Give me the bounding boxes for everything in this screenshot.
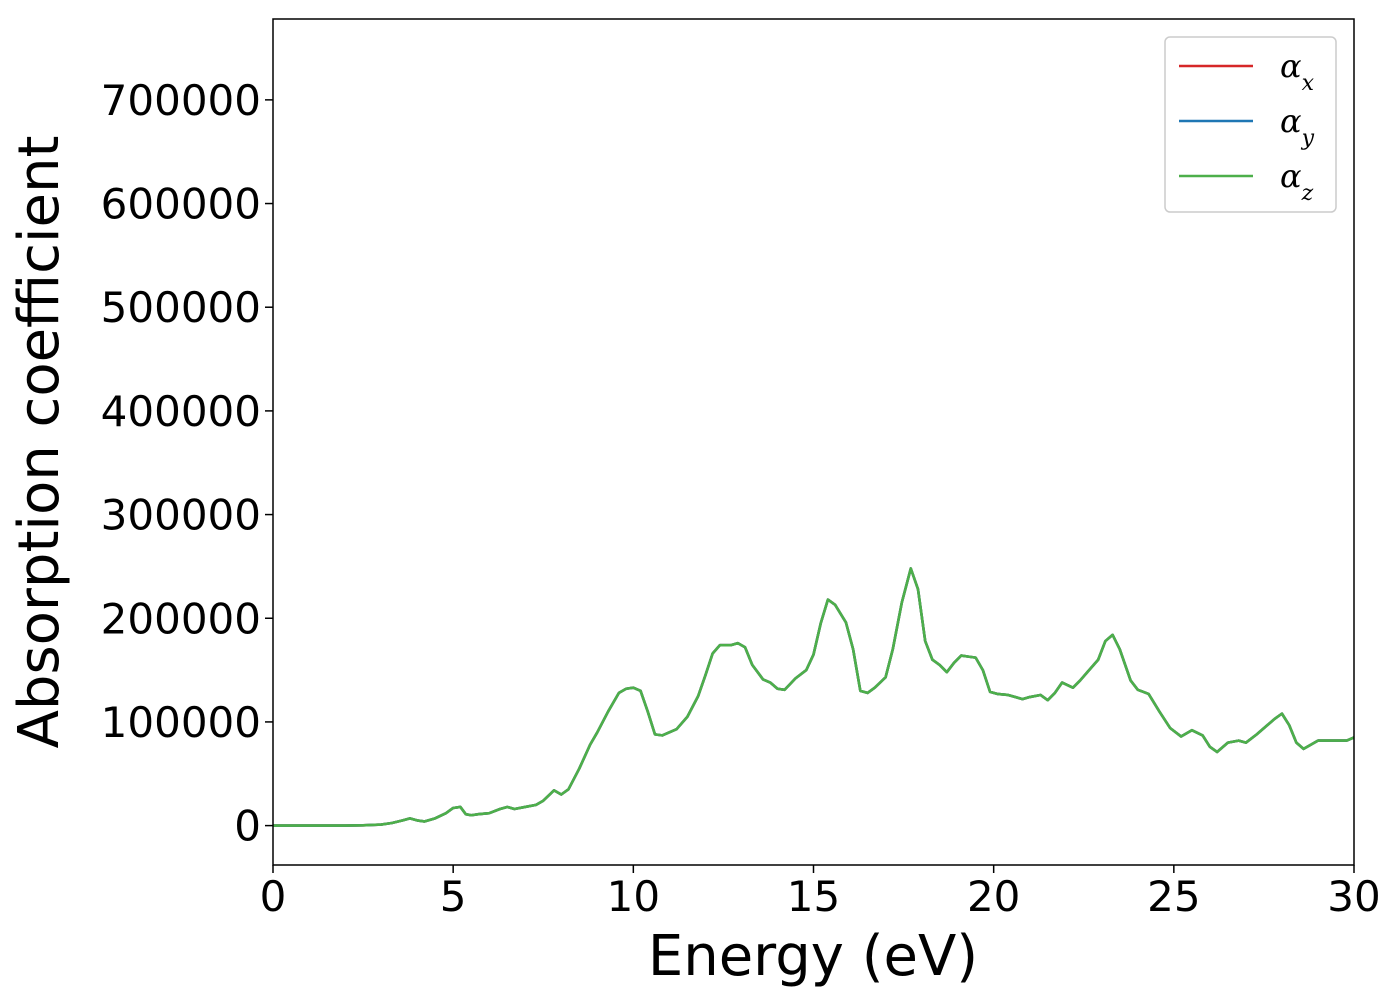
x-tick-label: 20 [967, 872, 1020, 921]
y-axis-label: Absorption coefficient [7, 136, 72, 749]
x-tick-label: 25 [1147, 872, 1200, 921]
y-tick-label: 700000 [101, 76, 261, 125]
x-tick-label: 30 [1327, 872, 1380, 921]
x-tick-label: 0 [260, 872, 287, 921]
legend-label-alpha-z: αz [1280, 157, 1314, 206]
x-tick-label: 10 [607, 872, 660, 921]
y-tick-label: 200000 [101, 594, 261, 643]
legend-label-alpha-y: αy [1280, 102, 1315, 151]
legend-box [1164, 36, 1337, 213]
x-tick-label: 5 [440, 872, 467, 921]
x-tick-label: 15 [787, 872, 840, 921]
y-tick-label: 100000 [101, 698, 261, 747]
y-tick-label: 300000 [101, 491, 261, 540]
series-line-alpha-z [273, 567, 1354, 827]
legend: αx αy αz [1164, 36, 1337, 213]
y-tick-label: 0 [234, 802, 261, 851]
legend-label-alpha-x: αx [1280, 47, 1315, 96]
y-tick-label: 400000 [101, 387, 261, 436]
x-axis-ticks: 0 5 10 15 20 25 30 [260, 865, 1381, 921]
series-layer [273, 567, 1354, 827]
x-axis-label: Energy (eV) [648, 924, 978, 989]
y-tick-label: 500000 [101, 283, 261, 332]
y-tick-label: 600000 [101, 180, 261, 229]
y-axis-ticks: 0 100000 200000 300000 400000 500000 600000 700… [101, 76, 273, 851]
